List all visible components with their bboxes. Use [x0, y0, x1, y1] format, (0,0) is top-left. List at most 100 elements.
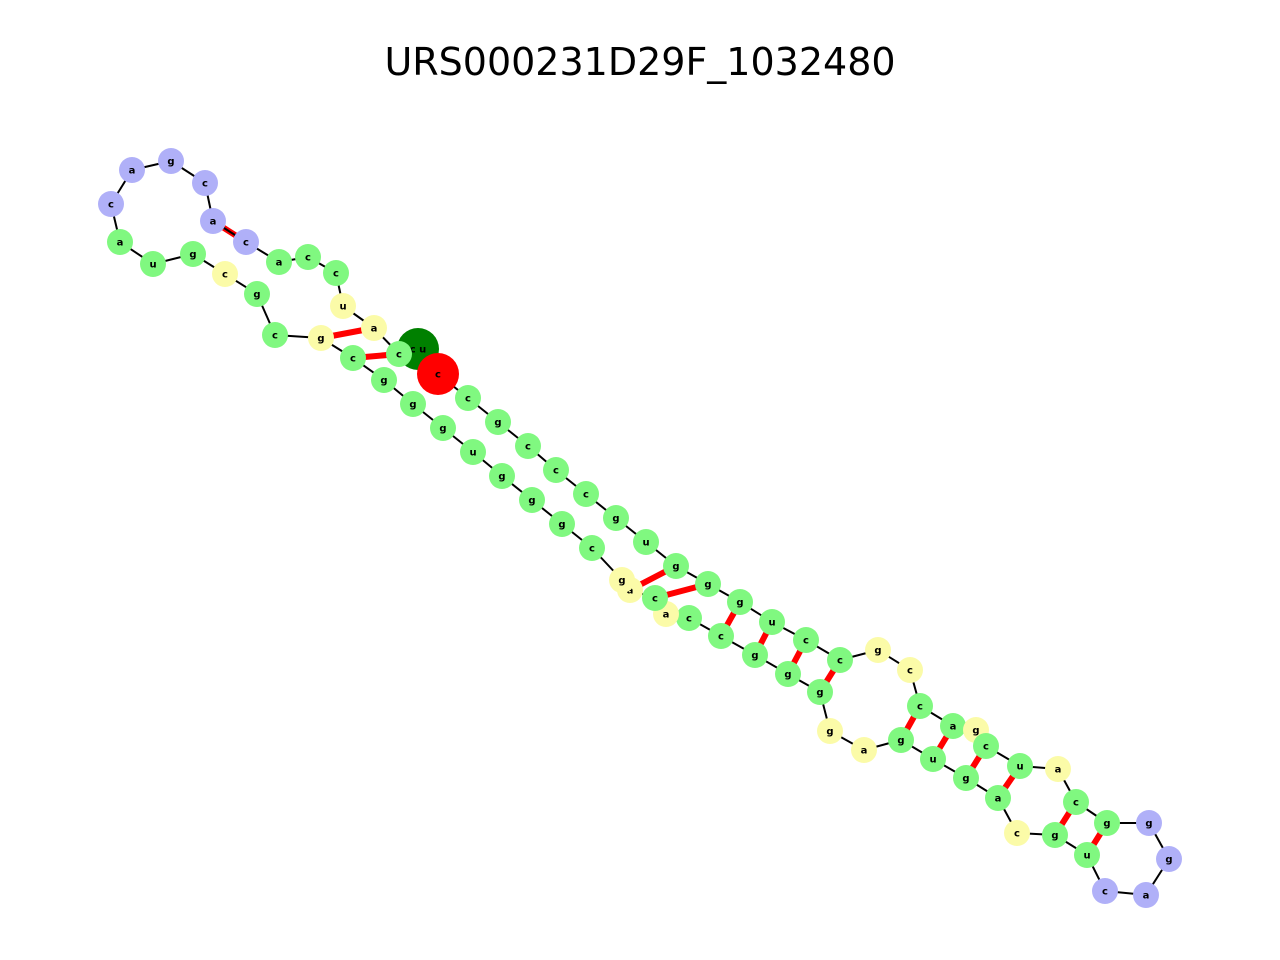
nucleotide-stem: u	[1007, 753, 1033, 779]
nucleotide-label: a	[995, 794, 1002, 805]
nucleotide-unpaired: a	[1045, 756, 1071, 782]
nucleotide-unpaired: g	[865, 637, 891, 663]
nucleotide-circle	[663, 553, 689, 579]
nucleotide-circle	[308, 325, 334, 351]
nucleotide-stem: g	[1042, 822, 1068, 848]
nucleotide-label: c	[589, 544, 595, 555]
nucleotide-circle	[807, 679, 833, 705]
nucleotide-label: a	[663, 610, 670, 621]
nucleotide-circle	[888, 727, 914, 753]
nucleotide-label: g	[736, 598, 743, 609]
nucleotide-stem: g	[953, 765, 979, 791]
nucleotide-stem: g	[603, 505, 629, 531]
nucleotide-circle	[1074, 842, 1100, 868]
nucleotide-circle	[266, 249, 292, 275]
nucleotide-loop: c	[1092, 878, 1118, 904]
nucleotide-circle	[489, 463, 515, 489]
nucleotide-loop: c	[233, 229, 259, 255]
nucleotide-label: g	[253, 290, 260, 301]
nucleotide-stem: c	[793, 627, 819, 653]
nucleotide-circle	[1094, 810, 1120, 836]
nucleotide-circle	[1136, 810, 1162, 836]
nucleotide-circle	[323, 260, 349, 286]
nucleotide-label: u	[642, 538, 649, 549]
nucleotide-unpaired: g	[817, 718, 843, 744]
nucleotide-circle	[851, 737, 877, 763]
nucleotide-label: g	[380, 376, 387, 387]
nucleotide-stem: g	[519, 487, 545, 513]
nucleotide-unpaired: c	[1004, 820, 1030, 846]
nucleotide-label: c	[1102, 887, 1108, 898]
nucleotide-stem: a	[985, 785, 1011, 811]
nucleotide-circle	[295, 244, 321, 270]
nucleotide-stem: u	[759, 609, 785, 635]
nucleotide-label: g	[751, 651, 758, 662]
nucleotide-label: g	[317, 334, 324, 345]
nucleotide-stem: g	[1094, 810, 1120, 836]
nucleotide-circle	[827, 647, 853, 673]
nucleotide-stem: g	[727, 589, 753, 615]
nucleotide-label: g	[816, 688, 823, 699]
nucleotide-label: a	[276, 258, 283, 269]
nucleotide-stem: u	[1074, 842, 1100, 868]
nucleotide-label: a	[1143, 891, 1150, 902]
nucleotide-circle	[386, 341, 412, 367]
nucleotide-label: a	[210, 217, 217, 228]
nucleotide-label: a	[1055, 765, 1062, 776]
nucleotide-circle	[515, 433, 541, 459]
nucleotide-label: c	[553, 466, 559, 477]
nucleotide-loop: g	[158, 148, 184, 174]
nucleotide-label: g	[439, 424, 446, 435]
nucleotide-loop: c	[98, 191, 124, 217]
nucleotide-circle	[759, 609, 785, 635]
nucleotide-stem: c	[579, 535, 605, 561]
nucleotide-stem: c	[573, 481, 599, 507]
nucleotide-label: c	[718, 632, 724, 643]
nucleotide-stem: a	[107, 229, 133, 255]
nucleotide-label: c	[272, 331, 278, 342]
nucleotide-stem: c	[642, 585, 668, 611]
nucleotide-label: c	[983, 742, 989, 753]
nucleotide-stem: g	[695, 571, 721, 597]
nucleotide-circle	[793, 627, 819, 653]
nucleotide-stem: u	[460, 439, 486, 465]
nucleotide-label: c	[917, 702, 923, 713]
nucleotide-label: c	[1014, 829, 1020, 840]
nucleotide-label: g	[1165, 855, 1172, 866]
nucleotide-label: g	[962, 774, 969, 785]
nucleotide-circle	[897, 657, 923, 683]
nucleotide-label: g	[189, 250, 196, 261]
nucleotide-stem: a	[266, 249, 292, 275]
nucleotide-label: a	[950, 722, 957, 733]
nucleotide-unpaired: a	[361, 315, 387, 341]
nucleotide-unpaired: a	[851, 737, 877, 763]
nucleotide-label: u	[1083, 851, 1090, 862]
nucleotide-stem: c	[386, 341, 412, 367]
nucleotide-circle	[920, 746, 946, 772]
nucleotide-circle	[192, 170, 218, 196]
nucleotide-stem: g	[371, 367, 397, 393]
nucleotide-circle	[519, 487, 545, 513]
nucleotide-circle	[817, 718, 843, 744]
nucleotide-stem: c	[455, 385, 481, 411]
nucleotide-circle	[430, 415, 456, 441]
nucleotide-circle	[1042, 822, 1068, 848]
nucleotide-label: g	[494, 418, 501, 429]
nucleotide-label: g	[1145, 819, 1152, 830]
nucleotide-circle	[212, 261, 238, 287]
nucleotide-circle	[1007, 753, 1033, 779]
nucleotide-label: g	[874, 646, 881, 657]
nucleotide-stem: c	[543, 457, 569, 483]
nucleotide-label: u	[929, 755, 936, 766]
nucleotide-circle	[98, 191, 124, 217]
nucleotide-circle	[727, 589, 753, 615]
nucleotide-circle	[775, 661, 801, 687]
nucleotide-circle	[361, 315, 387, 341]
nucleotide-label: g	[826, 727, 833, 738]
nucleotide-circle	[676, 605, 702, 631]
nucleotide-label: g	[498, 472, 505, 483]
nucleotide-stem: g	[430, 415, 456, 441]
nucleotide-label: a	[371, 324, 378, 335]
nucleotide-circle	[330, 293, 356, 319]
